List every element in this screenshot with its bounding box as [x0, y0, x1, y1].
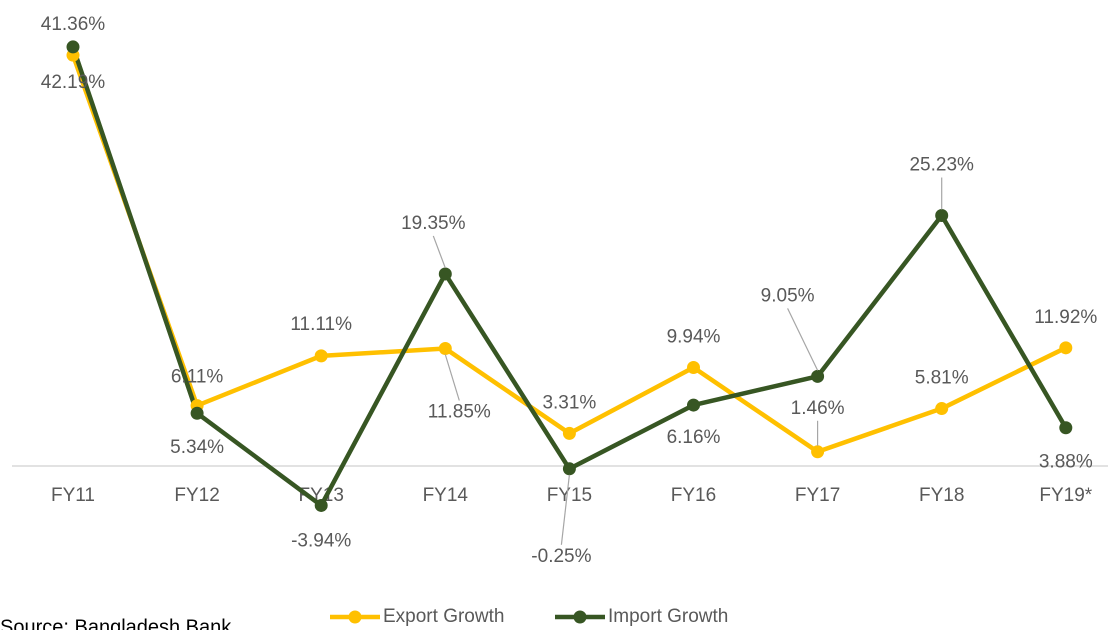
legend-marker	[573, 610, 587, 624]
data-point	[935, 209, 949, 223]
data-label: 19.35%	[401, 213, 466, 234]
legend-label: Import Growth	[608, 606, 728, 627]
leader-line	[432, 235, 446, 269]
data-label: 11.11%	[290, 314, 352, 335]
legend-marker	[348, 610, 362, 624]
leader-line	[444, 354, 460, 401]
data-point	[314, 498, 328, 512]
x-tick-label: FY14	[423, 485, 469, 506]
x-tick-label: FY15	[547, 485, 592, 506]
data-point	[562, 426, 576, 440]
data-label: 9.94%	[667, 327, 721, 348]
data-label: 6.16%	[667, 427, 721, 448]
x-tick-label: FY16	[671, 485, 716, 506]
data-point	[687, 360, 700, 374]
data-label: 6.11%	[171, 367, 224, 388]
data-label: 3.31%	[542, 392, 596, 413]
data-label: 5.81%	[915, 368, 969, 389]
x-tick-label: FY13	[298, 485, 343, 506]
data-label: 11.92%	[1034, 307, 1097, 328]
data-point	[190, 406, 204, 420]
data-point	[1059, 341, 1073, 355]
leader-line	[787, 308, 819, 371]
data-point	[811, 369, 825, 383]
data-label: -3.94%	[291, 530, 351, 551]
legend-label: Export Growth	[383, 606, 504, 627]
data-point	[562, 462, 576, 476]
data-point	[811, 445, 825, 459]
data-point	[935, 402, 949, 416]
source-note: Source: Bangladesh Bank	[0, 616, 232, 630]
data-point	[438, 342, 452, 356]
data-point	[438, 267, 452, 281]
data-label: 11.85%	[428, 402, 491, 423]
data-label: 25.23%	[909, 155, 974, 176]
x-tick-label: FY19*	[1039, 485, 1092, 506]
data-point	[1059, 421, 1073, 435]
data-label: 5.34%	[170, 437, 224, 458]
data-label: 41.36%	[41, 14, 106, 35]
x-tick-label: FY17	[795, 485, 840, 506]
x-tick-label: FY12	[174, 485, 219, 506]
leader-line	[560, 474, 570, 545]
data-label: 3.88%	[1039, 452, 1093, 473]
x-tick-label: FY11	[51, 485, 95, 506]
x-tick-label: FY18	[919, 485, 964, 506]
data-label: 42.19%	[41, 72, 106, 93]
data-label: -0.25%	[531, 546, 591, 567]
data-point	[66, 40, 80, 54]
data-point	[687, 398, 700, 412]
data-point	[314, 349, 328, 363]
data-label: 1.46%	[791, 398, 845, 419]
data-label: 9.05%	[761, 285, 815, 306]
